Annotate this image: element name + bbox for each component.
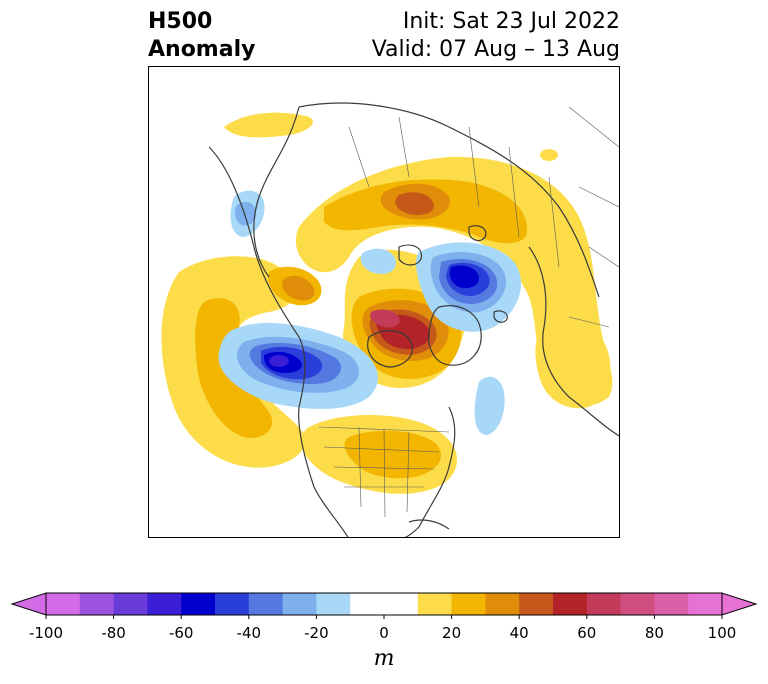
negative-anomaly-inner	[234, 201, 507, 393]
colorbar-swatch	[519, 593, 554, 615]
colorbar-swatch	[113, 593, 148, 615]
colorbar-swatch	[147, 593, 182, 615]
map-canvas	[161, 102, 619, 537]
colorbar-tick-label: 80	[644, 624, 664, 642]
colorbar-swatch	[215, 593, 250, 615]
colorbar-swatch	[417, 593, 453, 615]
anomaly-orange-america	[344, 430, 442, 479]
colorbar-tick-label: 40	[509, 624, 529, 642]
colorbar-tick-label: 20	[442, 624, 462, 642]
anomaly-map	[148, 66, 620, 538]
colorbar-unit-label: m	[373, 646, 395, 671]
coast-caribbean	[408, 519, 450, 530]
political-borders	[318, 106, 619, 518]
colorbar-tick-label: 100	[707, 624, 737, 642]
anomaly-yellow-atlantic	[535, 322, 611, 409]
anomaly-blue-west	[234, 201, 257, 226]
coast-europe	[528, 246, 619, 437]
colorbar-tick-label: -100	[28, 624, 64, 642]
coast-eurasia-north	[298, 102, 600, 298]
anomaly-red-north	[395, 192, 435, 215]
colorbar-swatch	[46, 593, 81, 615]
anomaly-lightblue-atlantic	[474, 376, 505, 435]
chart-title: H500 Anomaly	[148, 8, 255, 64]
coast-arctic-islands	[398, 225, 487, 266]
colorbar-swatch	[586, 593, 622, 615]
title-subtitle: Anomaly	[148, 37, 256, 62]
colorbar-swatch	[485, 593, 520, 615]
colorbar-extend-low	[10, 592, 47, 616]
colorbar-tick-label: -20	[304, 624, 329, 642]
colorbar-tick-label: -60	[168, 624, 194, 642]
colorbar-swatch	[282, 593, 317, 615]
positive-anomaly-core	[282, 183, 450, 362]
colorbar-extend-high	[721, 592, 758, 616]
init-date: Init: Sat 23 Jul 2022	[402, 9, 620, 34]
anomaly-violet-pacific	[269, 355, 289, 367]
colorbar-swatch	[79, 593, 115, 615]
coast-iceland	[493, 310, 508, 323]
colorbar-swatch	[654, 593, 689, 615]
coastlines	[208, 102, 619, 537]
colorbar-swatch	[181, 593, 216, 615]
colorbar-swatch	[384, 593, 419, 615]
anomaly-lightblue-small	[360, 248, 397, 274]
colorbar-swatch	[553, 593, 588, 615]
colorbar-swatch	[350, 593, 385, 615]
coast-hudson-bay	[367, 330, 413, 368]
coast-asia-east	[253, 106, 300, 278]
colorbar-tick-label: 0	[379, 624, 389, 642]
colorbar-swatch	[451, 593, 486, 615]
colorbar-swatch	[620, 593, 655, 615]
anomaly-pink-center	[370, 309, 400, 328]
date-info: Init: Sat 23 Jul 2022 Valid: 07 Aug – 13…	[372, 8, 620, 64]
anomaly-darkorange-westcoast	[282, 275, 315, 301]
colorbar-swatch	[248, 593, 284, 615]
coast-greenland	[428, 305, 482, 366]
colorbar-tick-label: -80	[101, 624, 126, 642]
colorbar-tick-label: -40	[236, 624, 262, 642]
colorbar-swatch	[688, 593, 723, 615]
coast-north-america-east	[404, 406, 456, 537]
title-variable: H500	[148, 9, 213, 34]
anomaly-navy-eurasia	[449, 265, 480, 289]
colorbar-tick-label: 60	[577, 624, 597, 642]
valid-range: Valid: 07 Aug – 13 Aug	[371, 37, 620, 62]
coast-north-america-west	[208, 146, 349, 537]
colorbar	[10, 592, 758, 619]
colorbar-swatch	[316, 593, 351, 615]
colorbar-ticks: -100 -80 -60 -40 -20 0 20 40 60 80 100	[0, 624, 768, 646]
anomaly-yellow-eurasia	[224, 112, 313, 138]
anomaly-yellow-spot	[540, 149, 558, 161]
